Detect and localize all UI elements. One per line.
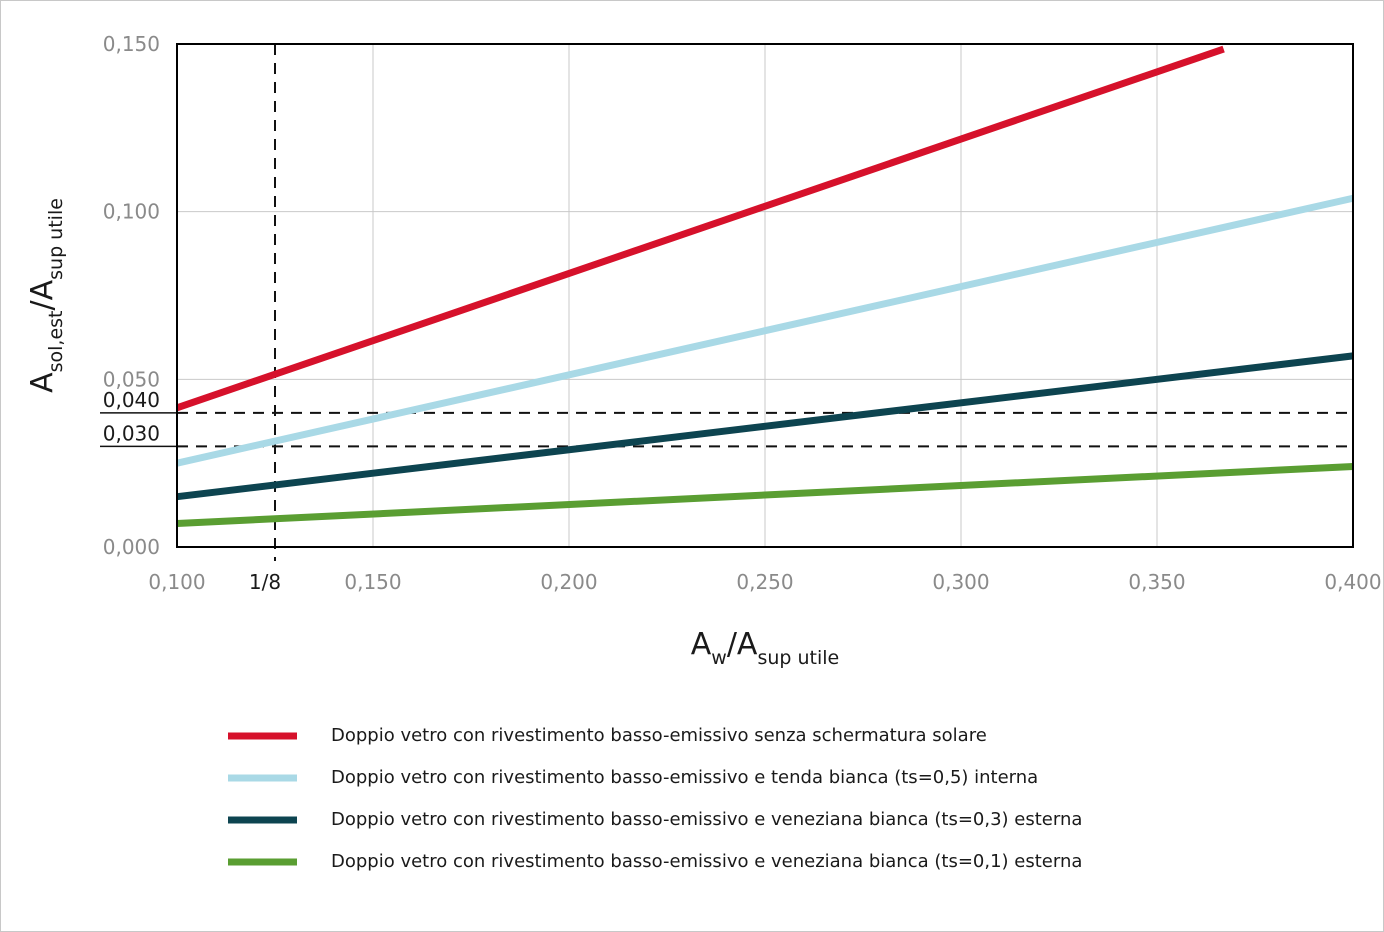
- x-axis-title-sub1: w: [711, 647, 727, 669]
- y-axis-title: Asol,est/Asup utile: [25, 198, 67, 393]
- legend-label-1: Doppio vetro con rivestimento basso-emis…: [331, 767, 1038, 788]
- series-layer: [175, 45, 1354, 528]
- y-tick-label-3: 0,150: [103, 32, 160, 56]
- ref-label-y-1: 0,040: [103, 388, 160, 412]
- series-line-3: [176, 463, 1354, 528]
- y-tick-label-1: 0,050: [103, 367, 160, 391]
- reference-lines: [100, 44, 1353, 561]
- x-tick-label-1: 0,150: [344, 570, 401, 594]
- x-tick-label-5: 0,350: [1128, 570, 1185, 594]
- x-tick-label-0: 0,100: [148, 570, 205, 594]
- y-tick-label-0: 0,000: [103, 535, 160, 559]
- series-line-0: [175, 45, 1225, 412]
- x-tick-label-4: 0,300: [932, 570, 989, 594]
- x-tick-label-6: 0,400: [1324, 570, 1381, 594]
- x-tick-label-3: 0,250: [736, 570, 793, 594]
- x-axis-title-sub2: sup utile: [757, 647, 839, 669]
- plot-border: [176, 43, 1354, 548]
- grid-layer: [176, 43, 1354, 548]
- legend-label-0: Doppio vetro con rivestimento basso-emis…: [331, 725, 987, 746]
- tick-labels: 0,100 0,150 0,200 0,250 0,300 0,350 0,400 0,000…: [103, 32, 1382, 594]
- legend-label-3: Doppio vetro con rivestimento basso-emis…: [331, 851, 1082, 872]
- y-axis-title-mid: /A: [25, 279, 60, 310]
- legend: Doppio vetro con rivestimento basso-emis…: [228, 725, 1082, 872]
- x-axis-title-mid: /A: [727, 627, 758, 662]
- series-line-2: [176, 352, 1354, 501]
- x-axis-title-main: A: [691, 627, 712, 662]
- x-axis-title: Aw/Asup utile: [691, 627, 840, 669]
- series-line-1: [176, 194, 1354, 467]
- x-tick-label-2: 0,200: [540, 570, 597, 594]
- ref-label-x-0: 1/8: [249, 570, 281, 594]
- y-axis-title-main: A: [25, 372, 60, 393]
- legend-label-2: Doppio vetro con rivestimento basso-emis…: [331, 809, 1082, 830]
- ref-label-y-2: 0,030: [103, 421, 160, 445]
- y-tick-label-2: 0,100: [103, 200, 160, 224]
- y-axis-title-sub1: sol,est: [45, 311, 67, 373]
- y-axis-title-sub2: sup utile: [45, 198, 67, 280]
